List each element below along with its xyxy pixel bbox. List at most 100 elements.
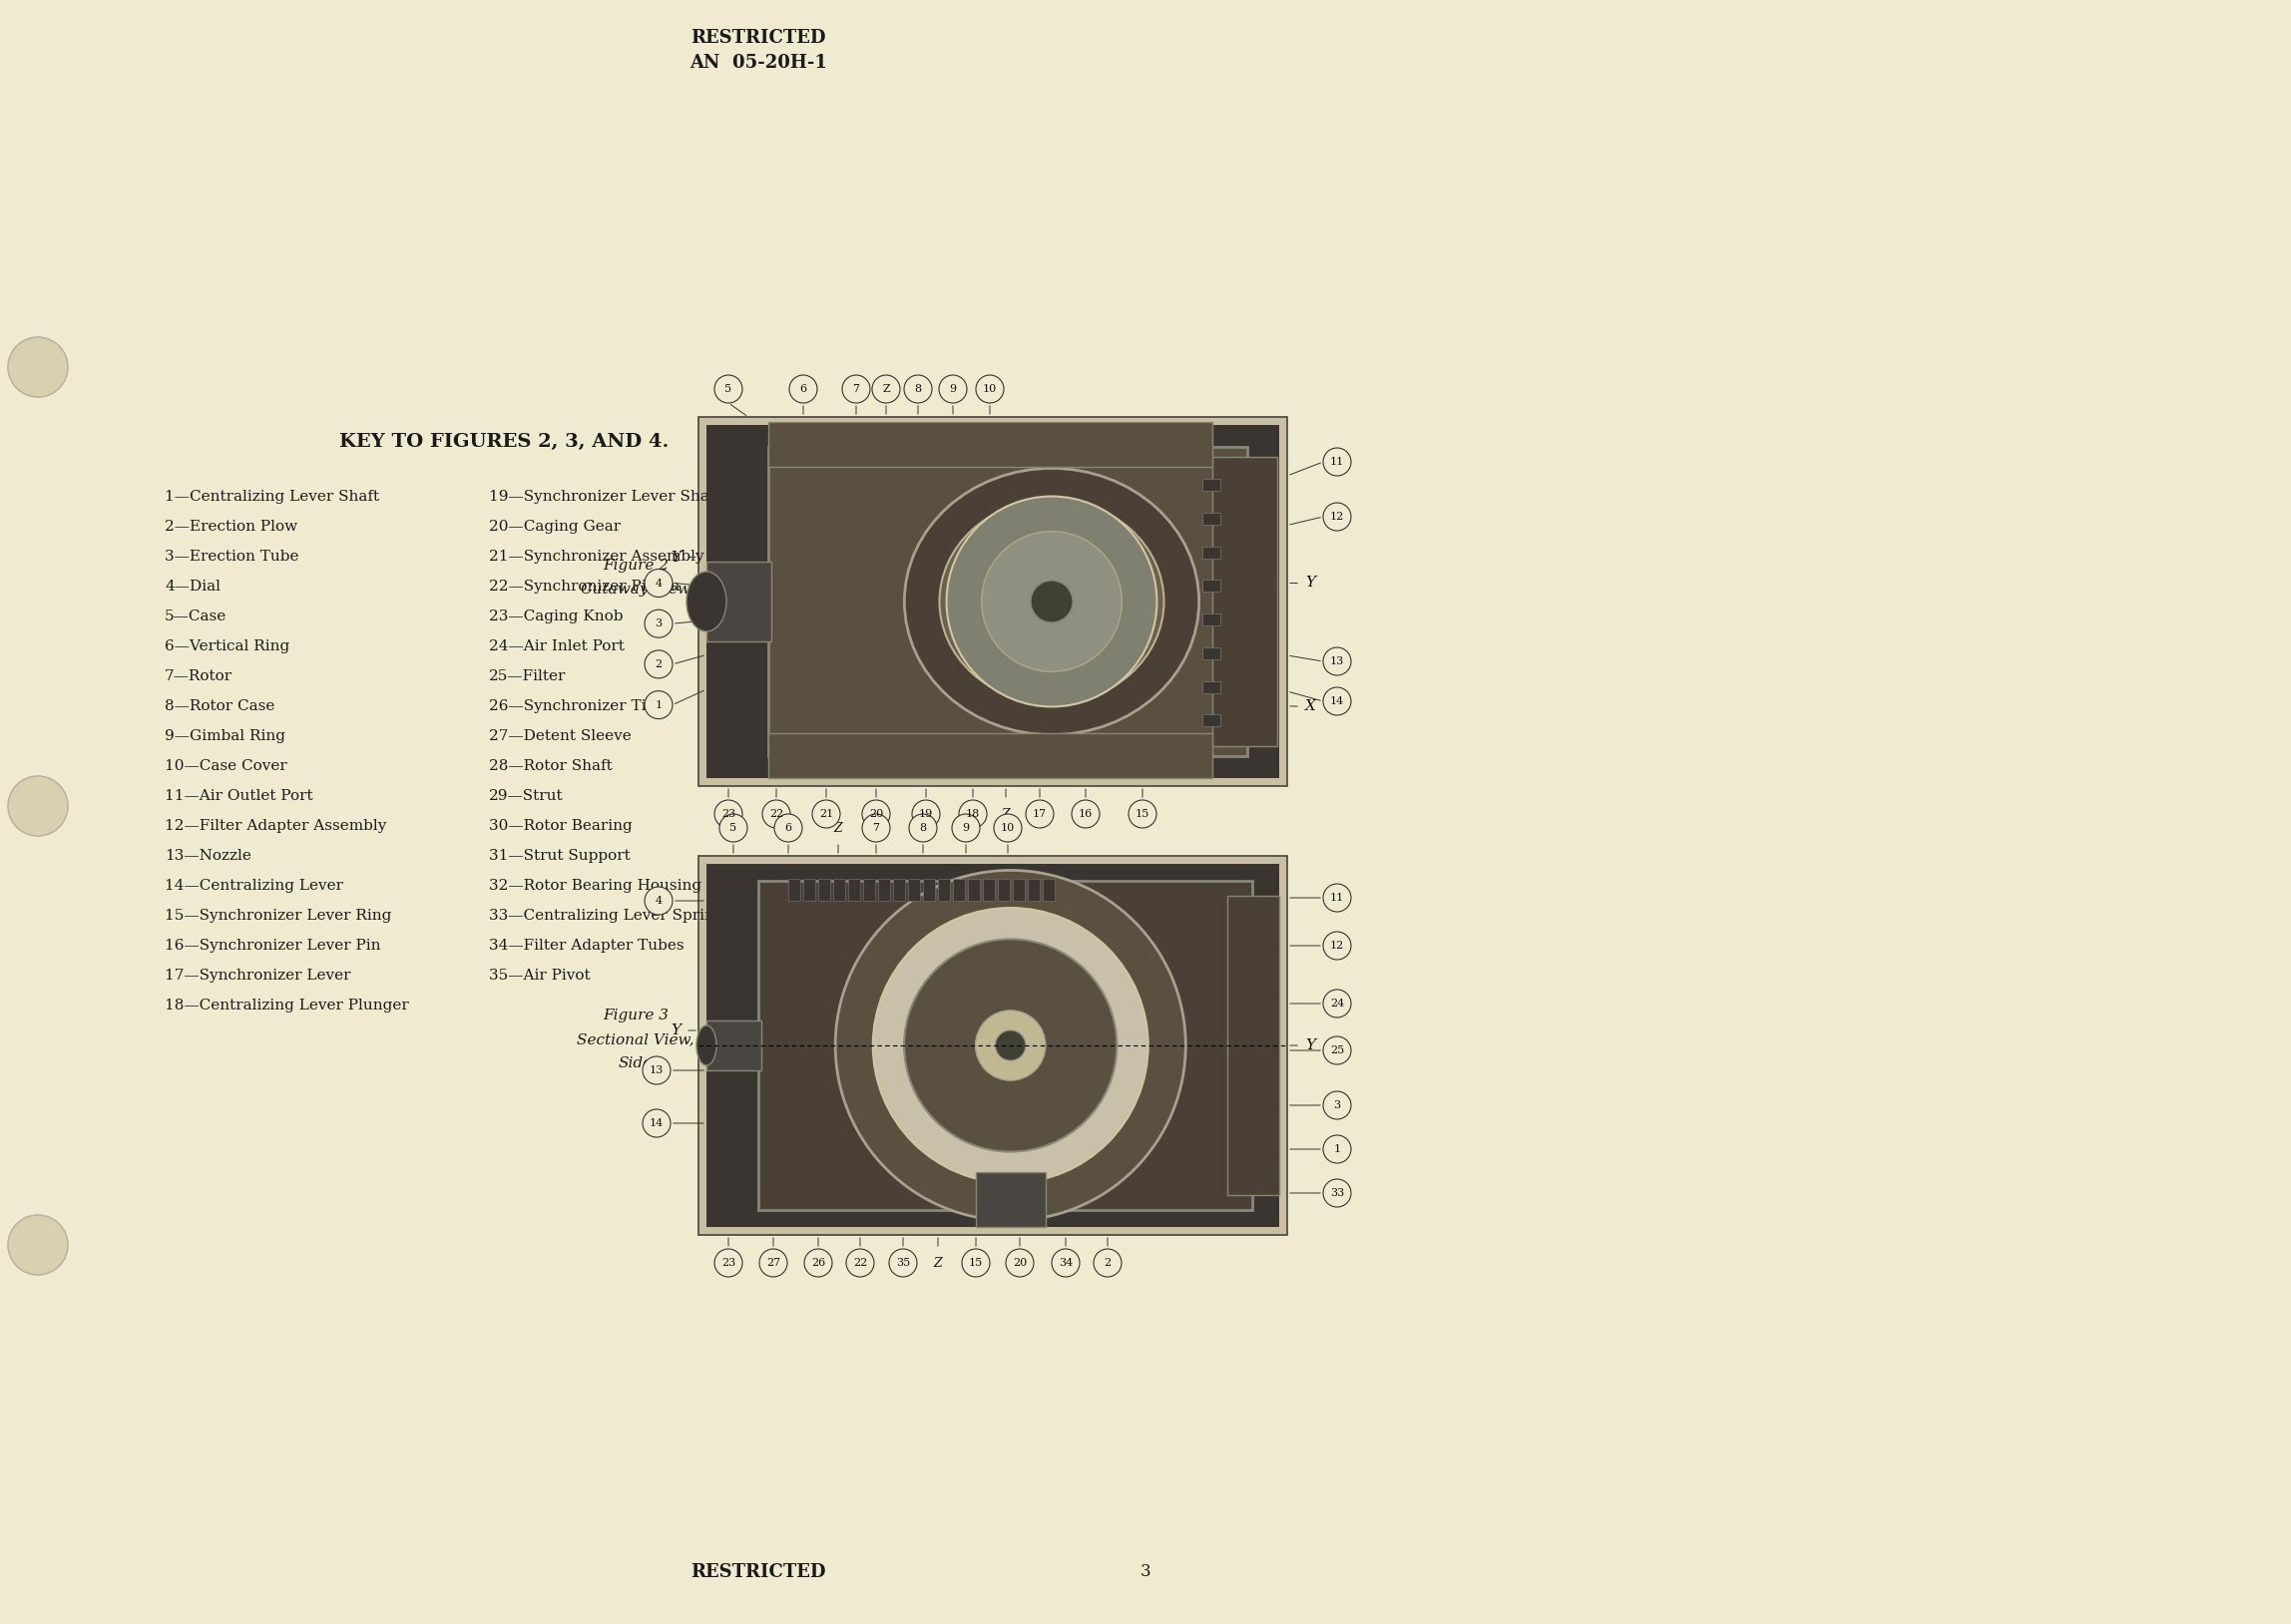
Text: 2—Erection Plow: 2—Erection Plow	[165, 520, 298, 534]
Circle shape	[774, 814, 802, 841]
Circle shape	[1031, 580, 1072, 622]
Text: 10: 10	[983, 383, 997, 395]
Text: 5: 5	[724, 383, 731, 395]
Text: Z: Z	[1001, 807, 1010, 820]
Circle shape	[644, 690, 674, 719]
Bar	[893, 879, 905, 901]
Text: 31—Strut Support: 31—Strut Support	[488, 849, 630, 862]
Text: 3: 3	[1141, 1564, 1150, 1580]
Bar	[706, 864, 1278, 1228]
Circle shape	[962, 1249, 990, 1276]
Circle shape	[905, 375, 932, 403]
Circle shape	[845, 1249, 875, 1276]
Circle shape	[912, 801, 939, 828]
Text: 12: 12	[1331, 512, 1345, 521]
Circle shape	[813, 801, 841, 828]
Text: 26—Synchronizer Tip: 26—Synchronizer Tip	[488, 700, 655, 713]
Circle shape	[7, 338, 69, 396]
Circle shape	[976, 1010, 1045, 1080]
Text: 20—Caging Gear: 20—Caging Gear	[488, 520, 621, 534]
Bar	[1212, 456, 1276, 745]
Circle shape	[1324, 989, 1352, 1018]
Text: 23: 23	[722, 1259, 735, 1268]
Text: 6—Vertical Ring: 6—Vertical Ring	[165, 640, 289, 653]
Text: RESTRICTED: RESTRICTED	[692, 1564, 827, 1582]
Text: 14: 14	[648, 1119, 664, 1129]
Text: 3—Erection Tube: 3—Erection Tube	[165, 549, 298, 564]
Circle shape	[976, 375, 1003, 403]
Circle shape	[997, 1030, 1026, 1060]
Text: Figure 2: Figure 2	[603, 559, 669, 572]
Bar	[953, 879, 965, 901]
Circle shape	[953, 814, 981, 841]
Circle shape	[1072, 801, 1100, 828]
Text: 35—Air Pivot: 35—Air Pivot	[488, 968, 591, 983]
Bar	[1203, 513, 1221, 525]
Bar	[767, 732, 1212, 778]
Text: 23—Caging Knob: 23—Caging Knob	[488, 609, 623, 624]
Text: 26: 26	[811, 1259, 825, 1268]
Text: 30—Rotor Bearing: 30—Rotor Bearing	[488, 818, 632, 833]
Bar	[999, 879, 1010, 901]
Text: 12: 12	[1331, 940, 1345, 950]
Circle shape	[873, 375, 900, 403]
Bar	[1203, 547, 1221, 559]
Circle shape	[939, 375, 967, 403]
Circle shape	[1026, 801, 1054, 828]
Text: 15: 15	[1136, 809, 1150, 818]
Text: 15: 15	[969, 1259, 983, 1268]
Bar	[706, 1020, 761, 1070]
Text: 11: 11	[1331, 893, 1345, 903]
Bar	[976, 1173, 1045, 1228]
Text: 5: 5	[731, 823, 738, 833]
Bar	[758, 880, 1253, 1210]
Text: AN  05-20H-1: AN 05-20H-1	[690, 54, 827, 71]
Circle shape	[910, 814, 937, 841]
Text: Z: Z	[935, 1257, 942, 1270]
Bar	[1203, 682, 1221, 693]
Circle shape	[1006, 1249, 1033, 1276]
Bar	[1042, 879, 1054, 901]
Text: 6: 6	[786, 823, 793, 833]
Bar	[1203, 479, 1221, 490]
Text: 11: 11	[1331, 456, 1345, 466]
Ellipse shape	[696, 1025, 717, 1065]
Text: 33: 33	[1331, 1189, 1345, 1199]
Circle shape	[960, 801, 987, 828]
Ellipse shape	[687, 572, 726, 632]
Text: 18: 18	[967, 809, 981, 818]
Circle shape	[981, 531, 1123, 672]
Text: Side: Side	[619, 1057, 653, 1070]
Text: Figure 3: Figure 3	[603, 1009, 669, 1023]
Bar	[1203, 648, 1221, 659]
Text: 22: 22	[770, 809, 784, 818]
Bar	[907, 879, 921, 901]
Circle shape	[7, 776, 69, 836]
Text: KEY TO FIGURES 2, 3, AND 4.: KEY TO FIGURES 2, 3, AND 4.	[339, 434, 669, 451]
Text: 19—Synchronizer Lever Shaft: 19—Synchronizer Lever Shaft	[488, 490, 722, 503]
Circle shape	[1324, 1091, 1352, 1119]
Bar	[699, 417, 1288, 786]
Text: Cutaway View: Cutaway View	[580, 581, 690, 596]
Bar	[1013, 879, 1024, 901]
Text: Y: Y	[671, 1023, 680, 1038]
Bar	[767, 422, 1212, 466]
Text: 4—Dial: 4—Dial	[165, 580, 220, 593]
Text: 29—Strut: 29—Strut	[488, 789, 564, 802]
Text: 27: 27	[765, 1259, 781, 1268]
Bar	[706, 425, 1278, 778]
Text: 32—Rotor Bearing Housing: 32—Rotor Bearing Housing	[488, 879, 701, 893]
Circle shape	[644, 609, 674, 638]
Ellipse shape	[905, 468, 1198, 734]
Text: 1—Centralizing Lever Shaft: 1—Centralizing Lever Shaft	[165, 490, 380, 503]
Text: 24—Air Inlet Port: 24—Air Inlet Port	[488, 640, 625, 653]
Text: 17: 17	[1033, 809, 1047, 818]
Text: 1: 1	[1333, 1145, 1340, 1155]
Circle shape	[889, 1249, 916, 1276]
Circle shape	[719, 814, 747, 841]
Circle shape	[641, 1056, 671, 1085]
Text: 2: 2	[1104, 1259, 1111, 1268]
Text: 25: 25	[1331, 1046, 1345, 1056]
Text: 6: 6	[800, 383, 806, 395]
Circle shape	[1324, 648, 1352, 676]
